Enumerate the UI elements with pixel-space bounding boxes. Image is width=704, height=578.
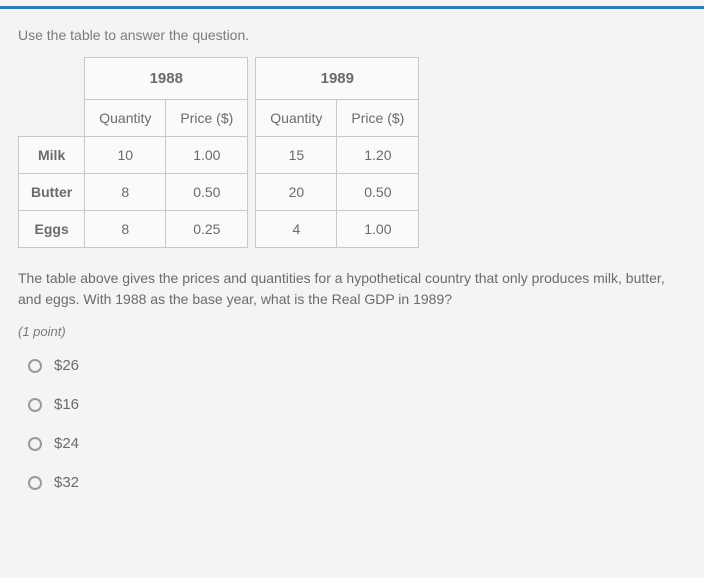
row-label: Eggs bbox=[19, 211, 85, 248]
table-subheader-row: Quantity Price ($) Quantity Price ($) bbox=[19, 100, 419, 137]
question-text: The table above gives the prices and qua… bbox=[18, 268, 678, 310]
data-table: 1988 1989 Quantity Price ($) Quantity Pr… bbox=[18, 57, 419, 248]
table-spacer bbox=[248, 211, 256, 248]
table-spacer bbox=[248, 174, 256, 211]
option-label: $32 bbox=[54, 474, 79, 491]
cell: 15 bbox=[256, 137, 337, 174]
option-label: $26 bbox=[54, 357, 79, 374]
cell: 1.00 bbox=[166, 137, 248, 174]
table-year-row: 1988 1989 bbox=[19, 58, 419, 100]
top-rule bbox=[0, 6, 704, 9]
subheader-qty-1: Quantity bbox=[85, 100, 166, 137]
cell: 8 bbox=[85, 211, 166, 248]
cell: 8 bbox=[85, 174, 166, 211]
table-row: Milk 10 1.00 15 1.20 bbox=[19, 137, 419, 174]
year-header-1: 1988 bbox=[85, 58, 248, 100]
options-group: $26 $16 $24 $32 bbox=[18, 357, 686, 491]
radio-icon bbox=[28, 476, 42, 490]
table-corner bbox=[19, 58, 85, 100]
table-spacer bbox=[248, 137, 256, 174]
cell: 0.50 bbox=[337, 174, 419, 211]
table-spacer bbox=[248, 58, 256, 100]
table-row: Butter 8 0.50 20 0.50 bbox=[19, 174, 419, 211]
option-3[interactable]: $32 bbox=[28, 474, 686, 491]
radio-icon bbox=[28, 359, 42, 373]
cell: 1.20 bbox=[337, 137, 419, 174]
cell: 0.50 bbox=[166, 174, 248, 211]
option-1[interactable]: $16 bbox=[28, 396, 686, 413]
option-2[interactable]: $24 bbox=[28, 435, 686, 452]
radio-icon bbox=[28, 437, 42, 451]
table-row: Eggs 8 0.25 4 1.00 bbox=[19, 211, 419, 248]
question-container: Use the table to answer the question. 19… bbox=[0, 27, 704, 491]
row-label: Butter bbox=[19, 174, 85, 211]
cell: 1.00 bbox=[337, 211, 419, 248]
instruction-text: Use the table to answer the question. bbox=[18, 27, 686, 43]
year-header-2: 1989 bbox=[256, 58, 419, 100]
subheader-price-2: Price ($) bbox=[337, 100, 419, 137]
option-0[interactable]: $26 bbox=[28, 357, 686, 374]
points-label: (1 point) bbox=[18, 324, 686, 339]
table-corner bbox=[19, 100, 85, 137]
cell: 10 bbox=[85, 137, 166, 174]
row-label: Milk bbox=[19, 137, 85, 174]
subheader-qty-2: Quantity bbox=[256, 100, 337, 137]
table-spacer bbox=[248, 100, 256, 137]
cell: 0.25 bbox=[166, 211, 248, 248]
cell: 20 bbox=[256, 174, 337, 211]
option-label: $16 bbox=[54, 396, 79, 413]
option-label: $24 bbox=[54, 435, 79, 452]
cell: 4 bbox=[256, 211, 337, 248]
radio-icon bbox=[28, 398, 42, 412]
subheader-price-1: Price ($) bbox=[166, 100, 248, 137]
